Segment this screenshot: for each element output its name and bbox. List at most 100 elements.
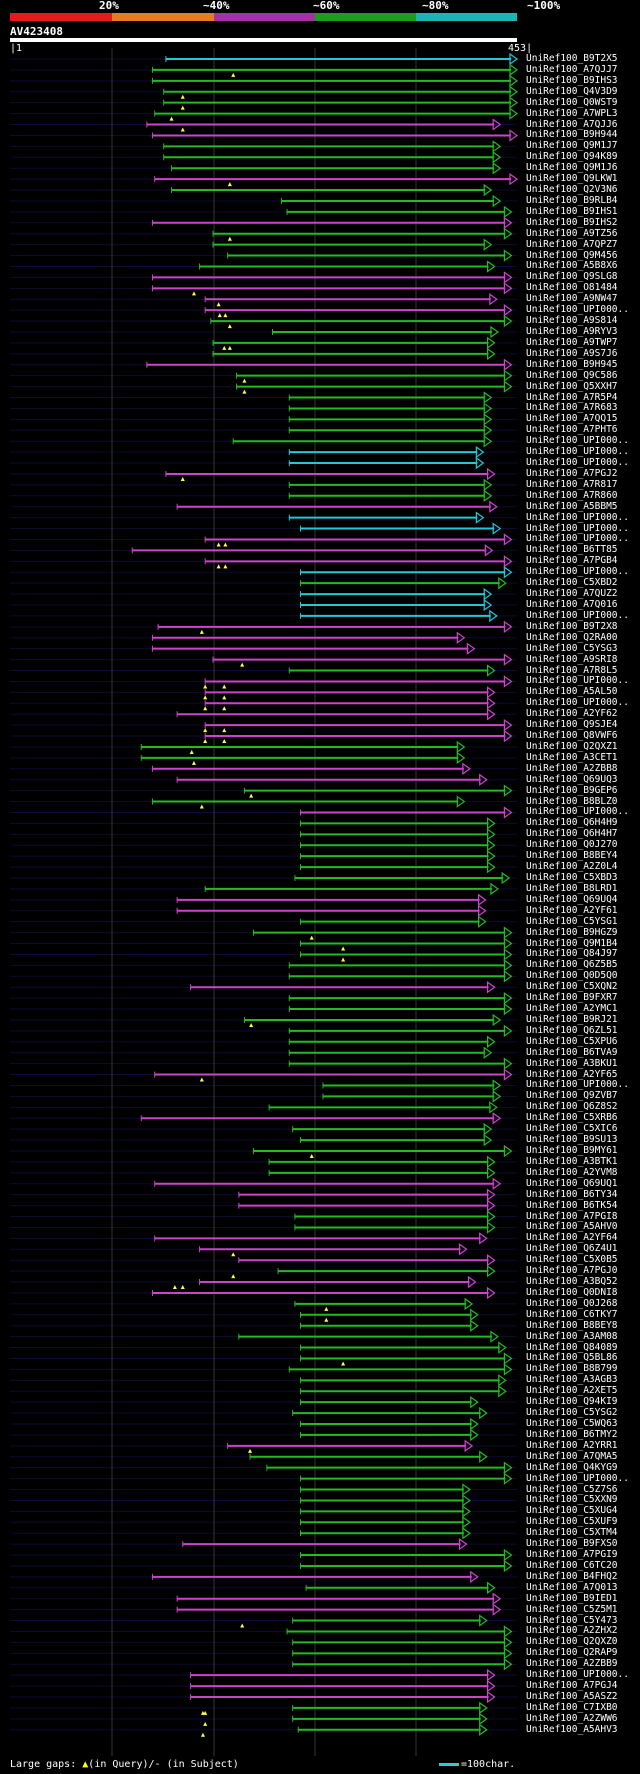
hit-label[interactable]: UniRef100_C5YSG1: [526, 915, 618, 927]
hit-label[interactable]: UniRef100_C5XBD3: [526, 872, 618, 883]
hit-label[interactable]: UniRef100_UPI000..: [526, 522, 629, 534]
hit-label[interactable]: UniRef100_Q9SLG8: [526, 271, 618, 283]
hit-label[interactable]: UniRef100_Q84J97: [526, 948, 618, 960]
hit-label[interactable]: UniRef100_O81484: [526, 282, 618, 294]
hit-label[interactable]: UniRef100_Q0J270: [526, 839, 618, 851]
hit-label[interactable]: UniRef100_Q4V3D9: [526, 85, 618, 97]
hit-label[interactable]: UniRef100_Q9M1J6: [526, 162, 618, 174]
hit-label[interactable]: UniRef100_A7PHT6: [526, 424, 618, 436]
hit-label[interactable]: UniRef100_A9NW47: [526, 293, 618, 305]
hit-label[interactable]: UniRef100_C5X0B5: [526, 1254, 618, 1266]
hit-label[interactable]: UniRef100_UPI000..: [526, 1472, 629, 1484]
hit-label[interactable]: UniRef100_UPI000..: [526, 435, 629, 447]
hit-label[interactable]: UniRef100_C5XUF9: [526, 1516, 618, 1528]
hit-label[interactable]: UniRef100_A7R817: [526, 478, 618, 490]
hit-label[interactable]: UniRef100_A2XET5: [526, 1385, 618, 1397]
hit-label[interactable]: UniRef100_Q6H4H9: [526, 817, 618, 829]
hit-label[interactable]: UniRef100_B6TY34: [526, 1188, 618, 1200]
hit-label[interactable]: UniRef100_B9IED1: [526, 1592, 618, 1604]
hit-label[interactable]: UniRef100_Q2QXZ1: [526, 740, 618, 752]
hit-label[interactable]: UniRef100_B9RLB4: [526, 194, 618, 206]
hit-label[interactable]: UniRef100_UPI000..: [526, 1669, 629, 1681]
hit-label[interactable]: UniRef100_A2ZWW6: [526, 1712, 618, 1724]
hit-label[interactable]: UniRef100_A7PGI8: [526, 1210, 618, 1222]
hit-label[interactable]: UniRef100_C5YSG2: [526, 1407, 618, 1419]
hit-label[interactable]: UniRef100_UPI000..: [526, 511, 629, 523]
hit-label[interactable]: UniRef100_B6TK54: [526, 1199, 618, 1211]
hit-label[interactable]: UniRef100_B6TVA9: [526, 1046, 618, 1058]
hit-label[interactable]: UniRef100_A9TZ56: [526, 227, 618, 239]
hit-label[interactable]: UniRef100_UPI000..: [526, 806, 629, 818]
hit-label[interactable]: UniRef100_A7QUZ2: [526, 588, 618, 600]
hit-label[interactable]: UniRef100_Q0J268: [526, 1297, 618, 1309]
hit-label[interactable]: UniRef100_B9IHS3: [526, 74, 618, 86]
hit-label[interactable]: UniRef100_B9FXR7: [526, 992, 618, 1004]
hit-label[interactable]: UniRef100_A5ASZ2: [526, 1691, 618, 1702]
hit-label[interactable]: UniRef100_C5XPU6: [526, 1035, 618, 1047]
hit-label[interactable]: UniRef100_Q9C586: [526, 369, 618, 381]
hit-label[interactable]: UniRef100_B8BEY8: [526, 1319, 618, 1331]
hit-label[interactable]: UniRef100_C6TKY7: [526, 1308, 618, 1320]
hit-label[interactable]: UniRef100_Q9ZVB7: [526, 1090, 618, 1102]
hit-label[interactable]: UniRef100_A7R8L5: [526, 664, 618, 676]
hit-label[interactable]: UniRef100_B9IHS1: [526, 205, 618, 217]
hit-label[interactable]: UniRef100_C7IXB0: [526, 1701, 618, 1713]
hit-label[interactable]: UniRef100_UPI000..: [526, 304, 629, 316]
hit-label[interactable]: UniRef100_Q9M1J7: [526, 140, 618, 152]
hit-label[interactable]: UniRef100_A7QJJ7: [526, 63, 618, 75]
hit-label[interactable]: UniRef100_B8BLZ0: [526, 795, 618, 807]
hit-label[interactable]: UniRef100_A7R5P4: [526, 391, 618, 403]
hit-label[interactable]: UniRef100_Q9LKW1: [526, 173, 618, 185]
hit-label[interactable]: UniRef100_Q9M456: [526, 249, 618, 261]
hit-label[interactable]: UniRef100_C5Z7S6: [526, 1483, 618, 1495]
hit-label[interactable]: UniRef100_Q5BL86: [526, 1352, 618, 1364]
hit-label[interactable]: UniRef100_Q4KYG9: [526, 1461, 618, 1473]
hit-label[interactable]: UniRef100_Q5XXH7: [526, 380, 618, 392]
hit-label[interactable]: UniRef100_A9TWP7: [526, 336, 618, 348]
hit-label[interactable]: UniRef100_A7Q016: [526, 599, 618, 610]
hit-label[interactable]: UniRef100_B8BEY4: [526, 850, 618, 862]
hit-label[interactable]: UniRef100_B6TT85: [526, 544, 618, 556]
hit-label[interactable]: UniRef100_B9IHS2: [526, 216, 618, 228]
hit-label[interactable]: UniRef100_Q69UQ1: [526, 1177, 618, 1189]
hit-label[interactable]: UniRef100_Q94K89: [526, 151, 618, 163]
hit-label[interactable]: UniRef100_A7PGI9: [526, 1549, 618, 1561]
hit-label[interactable]: UniRef100_A7QJJ6: [526, 118, 618, 130]
hit-label[interactable]: UniRef100_A7QQ15: [526, 413, 618, 425]
hit-label[interactable]: UniRef100_A7PGB4: [526, 555, 618, 567]
hit-label[interactable]: UniRef100_Q2RA00: [526, 631, 618, 643]
hit-label[interactable]: UniRef100_Q84089: [526, 1341, 618, 1353]
hit-label[interactable]: UniRef100_A7WPL3: [526, 107, 618, 119]
hit-label[interactable]: UniRef100_Q6ZL51: [526, 1024, 618, 1036]
hit-label[interactable]: UniRef100_UPI000..: [526, 457, 629, 469]
hit-label[interactable]: UniRef100_Q0D5Q0: [526, 970, 618, 982]
hit-label[interactable]: UniRef100_B8LRD1: [526, 882, 618, 894]
hit-label[interactable]: UniRef100_A2YF65: [526, 1068, 618, 1080]
hit-label[interactable]: UniRef100_UPI000..: [526, 1079, 629, 1091]
hit-label[interactable]: UniRef100_A3BKU1: [526, 1057, 618, 1069]
hit-label[interactable]: UniRef100_A2ZHX2: [526, 1625, 618, 1637]
hit-label[interactable]: UniRef100_UPI000..: [526, 566, 629, 578]
hit-label[interactable]: UniRef100_B9GEP6: [526, 784, 618, 796]
hit-label[interactable]: UniRef100_A3CET1: [526, 751, 618, 763]
hit-label[interactable]: UniRef100_A3BTK1: [526, 1155, 618, 1167]
hit-label[interactable]: UniRef100_UPI000..: [526, 533, 629, 545]
hit-label[interactable]: UniRef100_A7PGJ0: [526, 1265, 618, 1277]
hit-label[interactable]: UniRef100_Q2V3N6: [526, 184, 618, 196]
hit-label[interactable]: UniRef100_A2YF64: [526, 1232, 618, 1244]
hit-label[interactable]: UniRef100_C5XXN9: [526, 1494, 618, 1506]
hit-label[interactable]: UniRef100_UPI000..: [526, 697, 629, 709]
hit-label[interactable]: UniRef100_C5WQ63: [526, 1418, 618, 1429]
hit-label[interactable]: UniRef100_Q2RAP9: [526, 1647, 618, 1659]
hit-label[interactable]: UniRef100_Q9M1B4: [526, 937, 618, 949]
hit-label[interactable]: UniRef100_A3BQ52: [526, 1276, 618, 1288]
hit-label[interactable]: UniRef100_C6TC20: [526, 1559, 618, 1571]
hit-label[interactable]: UniRef100_A2YF61: [526, 904, 618, 916]
hit-label[interactable]: UniRef100_A5BBM5: [526, 500, 618, 512]
hit-label[interactable]: UniRef100_A2ZBB8: [526, 762, 618, 774]
hit-label[interactable]: UniRef100_A2YMC1: [526, 1003, 618, 1015]
hit-label[interactable]: UniRef100_A7R683: [526, 402, 618, 414]
hit-label[interactable]: UniRef100_A3AM08: [526, 1330, 618, 1342]
hit-label[interactable]: UniRef100_B6TMY2: [526, 1428, 618, 1440]
hit-label[interactable]: UniRef100_UPI000..: [526, 609, 629, 621]
